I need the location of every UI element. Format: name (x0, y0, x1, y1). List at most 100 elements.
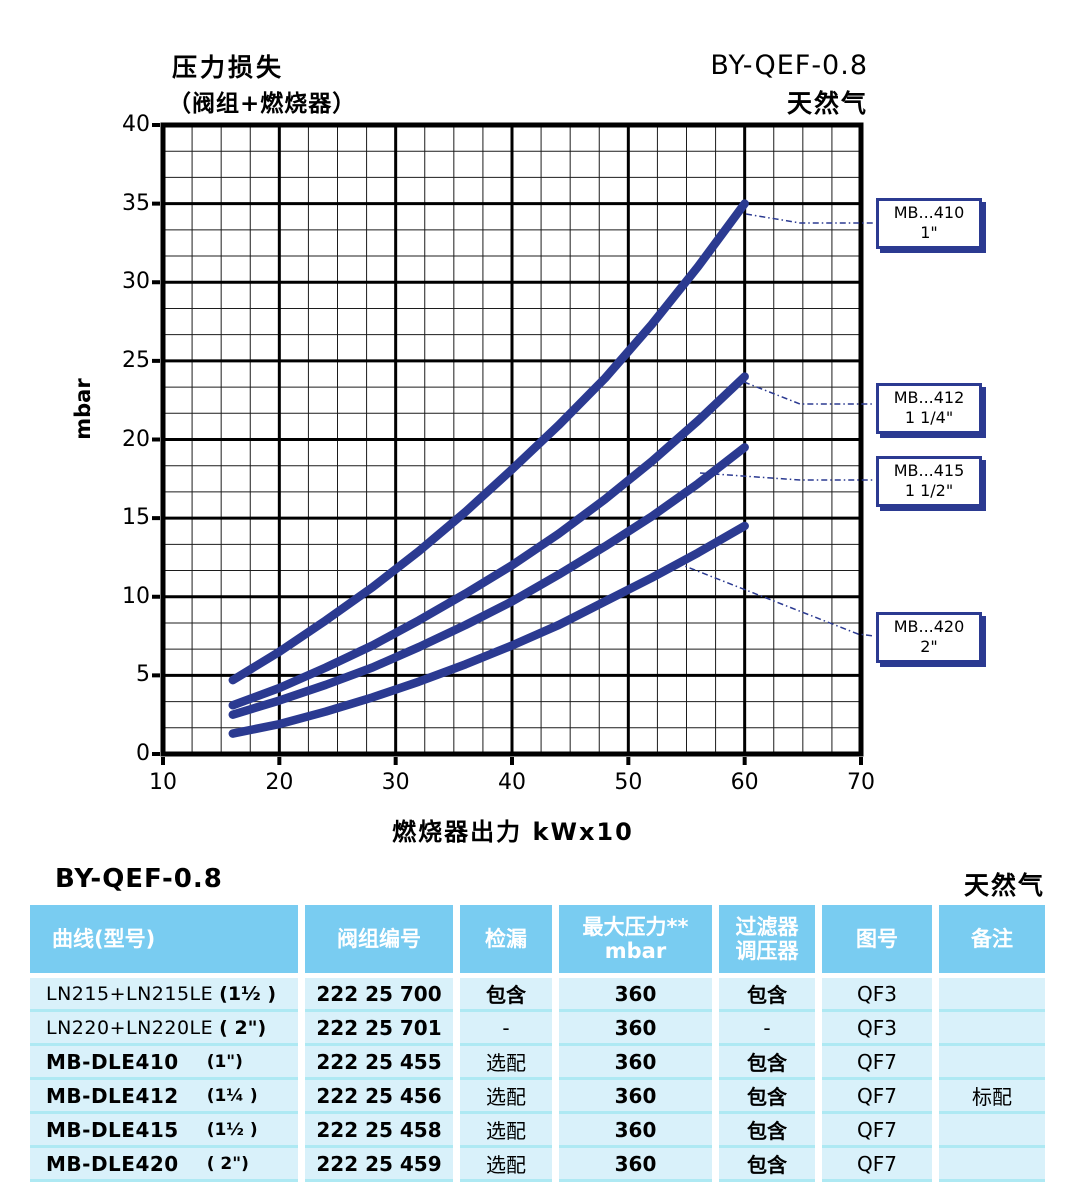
model-size: (1½ ) (206, 1119, 258, 1140)
curve-size: 1 1/4" (904, 408, 954, 427)
valve-no: 222 25 701 (305, 1012, 453, 1046)
curve-size: 2" (920, 637, 938, 656)
chart-gas-type: 天然气 (786, 89, 868, 118)
table-row: MB-DLE415 (1½ ) 222 25 458 选配 360 包含 QF7 (30, 1114, 1045, 1148)
col-header-valve-no: 阀组编号 (305, 905, 453, 973)
valve-no: 222 25 456 (305, 1080, 453, 1114)
curve-name: MB...412 (893, 388, 965, 407)
remark (939, 1012, 1045, 1046)
filter-regulator: 包含 (719, 1114, 815, 1148)
max-pressure: 360 (559, 1148, 712, 1182)
filter-regulator: 包含 (719, 1148, 815, 1182)
curve-name: MB...420 (893, 617, 965, 636)
y-tick-label: 0 (136, 741, 150, 766)
leak-check: 选配 (460, 1080, 552, 1114)
curve-label-mb410: MB...410 1" (876, 198, 982, 249)
leak-check: 选配 (460, 1046, 552, 1080)
remark (939, 1046, 1045, 1080)
model-size: (1¼ ) (206, 1085, 258, 1106)
x-tick-label: 10 (149, 770, 177, 795)
curve-MB415 (228, 443, 749, 719)
table-row: LN215+LN215LE (1½ ) 222 25 700 包含 360 包含 … (30, 978, 1045, 1012)
y-tick-label: 40 (122, 112, 150, 137)
chart-subtitle: （阀组+燃烧器） (168, 91, 357, 117)
remark (939, 1148, 1045, 1182)
table-header-row: 曲线(型号) 阀组编号 检漏 最大压力** mbar 过滤器 调压器 图号 备注 (30, 905, 1045, 973)
y-tick-label: 5 (136, 662, 150, 688)
col-header-max-pressure: 最大压力** mbar (559, 905, 712, 973)
remark: 标配 (939, 1080, 1045, 1114)
curve-label-mb412: MB...412 1 1/4" (876, 383, 982, 434)
model-name: LN220+LN220LE (46, 1016, 214, 1039)
model-size: ( 2") (219, 1016, 267, 1039)
leak-check: 选配 (460, 1148, 552, 1182)
col-header-leak-check: 检漏 (460, 905, 552, 973)
model-size: (1½ ) (219, 982, 277, 1005)
curve-MB410 (228, 199, 749, 685)
max-pressure: 360 (559, 1114, 712, 1148)
curve-label-mb415: MB...415 1 1/2" (876, 456, 982, 507)
table-row: LN220+LN220LE( 2") 222 25 701 - 360 - QF… (30, 1012, 1045, 1046)
curve-leader-line (676, 562, 875, 637)
col-header-figure-no: 图号 (822, 905, 932, 973)
y-tick-label: 10 (122, 583, 150, 609)
valve-spec-table: 曲线(型号) 阀组编号 检漏 最大压力** mbar 过滤器 调压器 图号 备注… (30, 905, 1045, 1182)
filter-regulator: 包含 (719, 1080, 815, 1114)
x-tick-label: 70 (847, 770, 875, 795)
curve-label-mb420: MB...420 2" (876, 612, 982, 663)
figure-no: QF3 (822, 978, 932, 1012)
curve-leader-line (743, 381, 874, 405)
filter-regulator: 包含 (719, 978, 815, 1012)
x-tick-label: 60 (730, 770, 759, 795)
curve-name: MB...410 (893, 203, 965, 222)
y-tick-label: 20 (122, 426, 150, 452)
figure-no: QF7 (822, 1046, 932, 1080)
x-tick-label: 50 (614, 770, 643, 795)
y-tick-label: 15 (122, 505, 150, 531)
curve-size: 1" (920, 223, 938, 242)
model-name: LN215+LN215LE (46, 982, 214, 1005)
curve-MB420 (228, 521, 749, 738)
valve-no: 222 25 458 (305, 1114, 453, 1148)
valve-no: 222 25 459 (305, 1148, 453, 1182)
max-pressure: 360 (559, 978, 712, 1012)
chart-model-code: BY-QEF-0.8 (710, 50, 868, 81)
col-header-remark: 备注 (939, 905, 1045, 973)
valve-no: 222 25 700 (305, 978, 453, 1012)
model-size: ( 2") (206, 1153, 249, 1174)
figure-no: QF7 (822, 1114, 932, 1148)
filter-regulator: - (719, 1012, 815, 1046)
curve-leader-line (745, 213, 874, 224)
x-axis-label: 燃烧器出力 kWx10 (392, 818, 634, 846)
valve-no: 222 25 455 (305, 1046, 453, 1080)
y-tick-label: 30 (122, 269, 150, 295)
filter-regulator: 包含 (719, 1046, 815, 1080)
curve-size: 1 1/2" (904, 481, 954, 500)
x-tick-label: 40 (498, 770, 526, 795)
figure-no: QF7 (822, 1148, 932, 1182)
remark (939, 1114, 1045, 1148)
figure-no: QF3 (822, 1012, 932, 1046)
x-tick-label: 30 (381, 770, 410, 795)
table-model-code: BY-QEF-0.8 (55, 864, 223, 894)
remark (939, 978, 1045, 1012)
leak-check: 选配 (460, 1114, 552, 1148)
leak-check: - (460, 1012, 552, 1046)
max-pressure: 360 (559, 1046, 712, 1080)
curve-name: MB...415 (893, 461, 965, 480)
model-name: MB-DLE410 (46, 1049, 179, 1074)
max-pressure: 360 (559, 1012, 712, 1046)
col-header-filter-regulator: 过滤器 调压器 (719, 905, 815, 973)
table-row: MB-DLE410 (1") 222 25 455 选配 360 包含 QF7 (30, 1046, 1045, 1080)
model-name: MB-DLE415 (46, 1117, 179, 1142)
col-header-model: 曲线(型号) (30, 905, 298, 973)
table-row: MB-DLE412 (1¼ ) 222 25 456 选配 360 包含 QF7 … (30, 1080, 1045, 1114)
x-tick-label: 20 (265, 770, 294, 795)
pressure-loss-chart (152, 122, 875, 765)
model-name: MB-DLE420 (46, 1151, 179, 1176)
figure-no: QF7 (822, 1080, 932, 1114)
y-tick-label: 35 (122, 190, 150, 216)
model-size: (1") (206, 1051, 243, 1072)
model-name: MB-DLE412 (46, 1083, 179, 1108)
